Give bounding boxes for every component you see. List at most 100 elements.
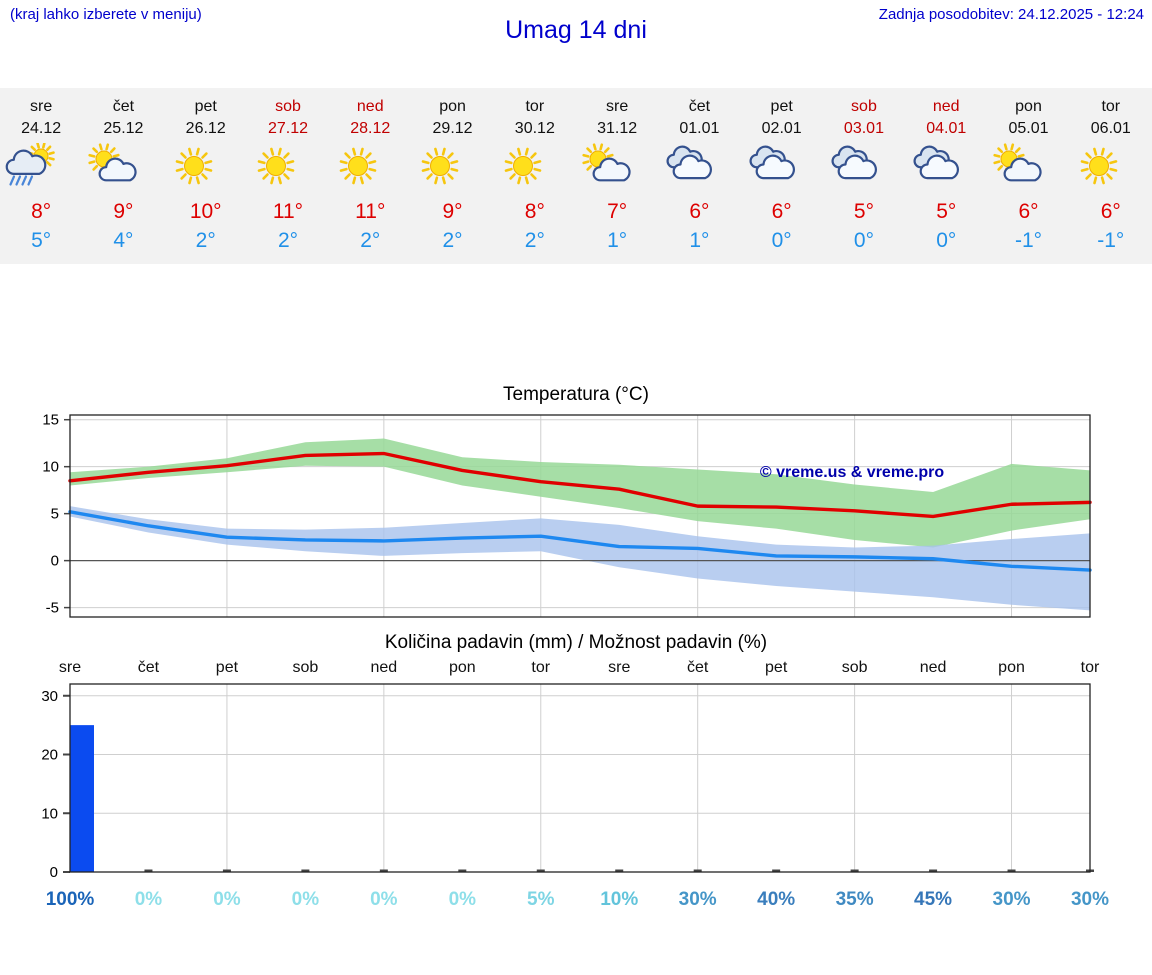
- precip-tick: [458, 869, 467, 872]
- weather-icon-cell: [905, 143, 987, 195]
- temp-low: 2°: [195, 229, 216, 252]
- svg-text:35%: 35%: [836, 889, 874, 910]
- temp-high: 9°: [113, 200, 134, 223]
- forecast-day[interactable]: pon 29.12 9° 2°: [411, 96, 493, 264]
- temperature-chart: -5 0 5 10 15 © vreme.us & vreme.pro: [42, 412, 1092, 618]
- sun-cloud-icon: [993, 143, 1042, 182]
- temp-low: -1°: [1097, 229, 1125, 252]
- temp-band: [70, 506, 1090, 611]
- day-name: čet: [688, 98, 711, 115]
- precipitation-section: Količina padavin (mm) / Možnost padavin …: [0, 632, 1152, 914]
- precipitation-chart-title: Količina padavin (mm) / Možnost padavin …: [384, 632, 768, 653]
- weather-icon-cell: [329, 143, 411, 195]
- day-name: tor: [1101, 98, 1121, 115]
- day-date: 03.01: [843, 120, 884, 137]
- svg-text:30%: 30%: [993, 889, 1031, 910]
- svg-text:10: 10: [42, 459, 59, 476]
- svg-text:20: 20: [41, 747, 58, 764]
- forecast-day[interactable]: pon 05.01 6° -1°: [987, 96, 1069, 264]
- sun-icon: [175, 147, 212, 185]
- temp-low: 2°: [360, 229, 381, 252]
- svg-text:0: 0: [50, 864, 58, 881]
- temp-high: 6°: [689, 200, 710, 223]
- svg-text:pet: pet: [216, 659, 239, 676]
- sun-icon: [422, 147, 459, 185]
- temp-high: 5°: [936, 200, 957, 223]
- temp-line: [68, 451, 1092, 519]
- sun-icon: [504, 147, 541, 185]
- sun-icon: [339, 147, 377, 185]
- temp-low: 2°: [277, 229, 299, 252]
- svg-text:tor: tor: [1081, 659, 1100, 676]
- svg-text:pon: pon: [449, 659, 476, 676]
- svg-text:0%: 0%: [213, 889, 241, 910]
- day-date: 26.12: [185, 120, 226, 137]
- temp-low: 1°: [607, 229, 628, 252]
- day-name: pon: [1015, 98, 1042, 115]
- forecast-day[interactable]: pet 02.01 6° 0°: [741, 96, 823, 264]
- sun-cloud-icon: [582, 143, 631, 182]
- precip-tick: [222, 869, 231, 872]
- day-name: pet: [194, 98, 217, 115]
- weather-icon-cell: [823, 143, 905, 195]
- temperature-chart-title: Temperatura (°C): [503, 384, 649, 405]
- forecast-day[interactable]: tor 06.01 6° -1°: [1070, 96, 1152, 264]
- day-name: sre: [605, 98, 629, 115]
- temp-low: 2°: [524, 229, 545, 252]
- svg-text:40%: 40%: [757, 889, 795, 910]
- precip-tick: [615, 869, 624, 872]
- weather-icon-cell: [0, 143, 82, 195]
- temp-low: 2°: [442, 229, 463, 252]
- precip-tick: [379, 869, 388, 872]
- weather-icon-cell: [741, 143, 823, 195]
- cloudy-icon: [666, 145, 713, 180]
- forecast-day[interactable]: tor 30.12 8° 2°: [494, 96, 576, 264]
- weather-icon-cell: [576, 143, 658, 195]
- temp-high: 9°: [442, 200, 463, 223]
- precip-tick: [144, 869, 153, 872]
- cloudy-icon: [831, 145, 877, 180]
- svg-text:5: 5: [51, 506, 59, 523]
- temp-line: [68, 510, 1092, 572]
- forecast-day[interactable]: pet 26.12 10° 2°: [165, 96, 247, 264]
- day-date: 02.01: [761, 120, 802, 137]
- temp-high: 10°: [189, 200, 222, 223]
- svg-text:0%: 0%: [292, 889, 320, 910]
- precip-tick: [1007, 869, 1016, 872]
- svg-text:sob: sob: [842, 659, 868, 676]
- precip-tick: [850, 869, 859, 872]
- day-name: pet: [770, 98, 793, 115]
- page-title: Umag 14 dni: [505, 16, 647, 44]
- menu-hint: (kraj lahko izberete v meniju): [10, 6, 202, 23]
- temp-low: 4°: [113, 229, 134, 252]
- temp-low: -1°: [1014, 229, 1043, 252]
- svg-text:čet: čet: [138, 659, 160, 676]
- forecast-day[interactable]: ned 28.12 11° 2°: [329, 96, 411, 264]
- precipitation-chart: sre čet pet sob ned pon tor sre čet pet sob ned pon t…: [41, 659, 1109, 910]
- precip-tick: [693, 869, 702, 872]
- temp-high: 5°: [853, 200, 874, 223]
- forecast-day[interactable]: ned 04.01 5° 0°: [905, 96, 987, 264]
- day-date: 01.01: [679, 120, 720, 137]
- temp-high: 6°: [1018, 200, 1039, 223]
- weather-icon-cell: [987, 143, 1069, 195]
- sun-cloud-icon: [88, 143, 137, 182]
- forecast-day[interactable]: sob 03.01 5° 0°: [823, 96, 905, 264]
- day-name: ned: [932, 98, 960, 115]
- temp-high: 8°: [524, 200, 545, 223]
- day-date: 31.12: [597, 120, 638, 137]
- forecast-day[interactable]: sre 24.12 8° 5°: [0, 96, 82, 264]
- svg-text:sre: sre: [608, 659, 630, 676]
- forecast-day[interactable]: čet 01.01 6° 1°: [658, 96, 740, 264]
- svg-text:pon: pon: [998, 659, 1025, 676]
- temp-band: [70, 438, 1090, 548]
- forecast-day[interactable]: sre 31.12 7° 1°: [576, 96, 658, 264]
- weather-icon-cell: [494, 143, 576, 195]
- temp-high: 8°: [31, 200, 52, 223]
- precip-tick: [929, 869, 938, 872]
- svg-text:pet: pet: [765, 659, 788, 676]
- forecast-day[interactable]: čet 25.12 9° 4°: [82, 96, 164, 264]
- forecast-day[interactable]: sob 27.12 11° 2°: [247, 96, 329, 264]
- last-updated: Zadnja posodobitev: 24.12.2025 - 12:24: [878, 6, 1144, 23]
- cloudy-icon: [749, 145, 795, 180]
